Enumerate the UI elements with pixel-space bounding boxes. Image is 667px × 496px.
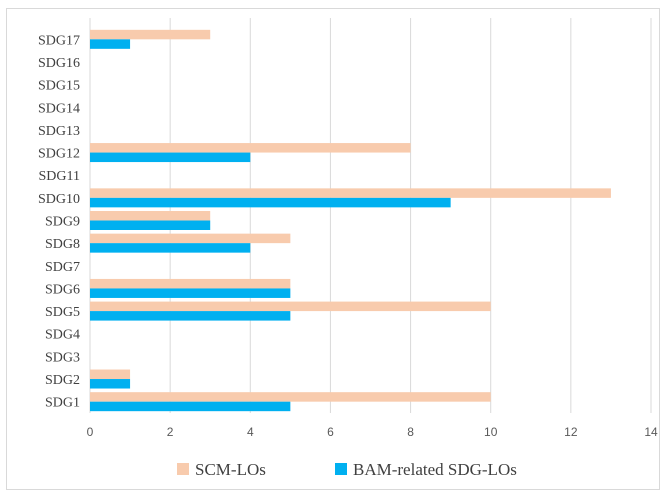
bar-bam-sdg-los	[90, 243, 251, 253]
x-tick-label: 4	[247, 425, 254, 439]
y-tick-label: SDG3	[45, 350, 80, 365]
y-tick-label: SDG8	[45, 237, 80, 252]
bar-bam-sdg-los	[90, 288, 291, 298]
x-tick-labels: 0 2 4 6 8 10 12 14	[87, 425, 658, 439]
y-tick-label: SDG12	[38, 147, 80, 162]
bar-bam-sdg-los	[90, 379, 131, 389]
x-tick-label: 6	[327, 425, 334, 439]
y-tick-label: SDG11	[39, 169, 81, 184]
y-tick-label: SDG1	[45, 396, 80, 411]
y-tick-label: SDG9	[45, 215, 80, 230]
legend: SCM-LOs BAM-related SDG-LOs	[177, 460, 517, 479]
bar-scm-los	[90, 369, 131, 380]
x-tick-label: 0	[87, 425, 94, 439]
bar-bam-sdg-los	[90, 311, 291, 321]
bar-scm-los	[90, 392, 491, 402]
x-tick-label: 2	[167, 425, 174, 439]
y-tick-label: SDG14	[38, 101, 80, 116]
y-tick-label: SDG15	[38, 79, 80, 94]
y-tick-labels: SDG1 SDG2 SDG3 SDG4 SDG5 SDG6 SDG7 SDG8 SDG9 SDG1…	[38, 33, 80, 410]
bars	[90, 29, 611, 412]
bar-bam-sdg-los	[90, 152, 251, 163]
bar-scm-los	[90, 29, 211, 40]
y-tick-label: SDG16	[38, 56, 80, 71]
bar-scm-los	[90, 233, 291, 244]
legend-swatch	[335, 463, 347, 475]
bar-bam-sdg-los	[90, 401, 291, 412]
x-tick-label: 8	[407, 425, 414, 439]
x-tick-label: 14	[644, 425, 658, 439]
bar-bam-sdg-los	[90, 39, 131, 49]
y-tick-label: SDG2	[45, 373, 80, 388]
y-tick-label: SDG7	[45, 260, 80, 275]
y-tick-label: SDG17	[38, 33, 80, 48]
y-tick-label: SDG10	[38, 192, 80, 207]
legend-swatch	[177, 463, 189, 475]
legend-label: SCM-LOs	[195, 460, 266, 479]
y-tick-label: SDG13	[38, 124, 80, 139]
x-tick-label: 12	[564, 425, 578, 439]
y-tick-label: SDG5	[45, 305, 80, 320]
y-tick-label: SDG6	[45, 282, 80, 297]
bar-bam-sdg-los	[90, 220, 211, 230]
bar-bam-sdg-los	[90, 197, 451, 208]
bar-scm-los	[90, 188, 611, 198]
bar-scm-los	[90, 211, 211, 221]
grid-lines	[89, 18, 652, 413]
y-tick-label: SDG4	[45, 328, 80, 343]
bar-scm-los	[90, 278, 291, 289]
legend-label: BAM-related SDG-LOs	[353, 460, 517, 479]
bar-scm-los	[90, 301, 491, 312]
x-tick-label: 10	[484, 425, 498, 439]
bar-scm-los	[90, 143, 411, 153]
